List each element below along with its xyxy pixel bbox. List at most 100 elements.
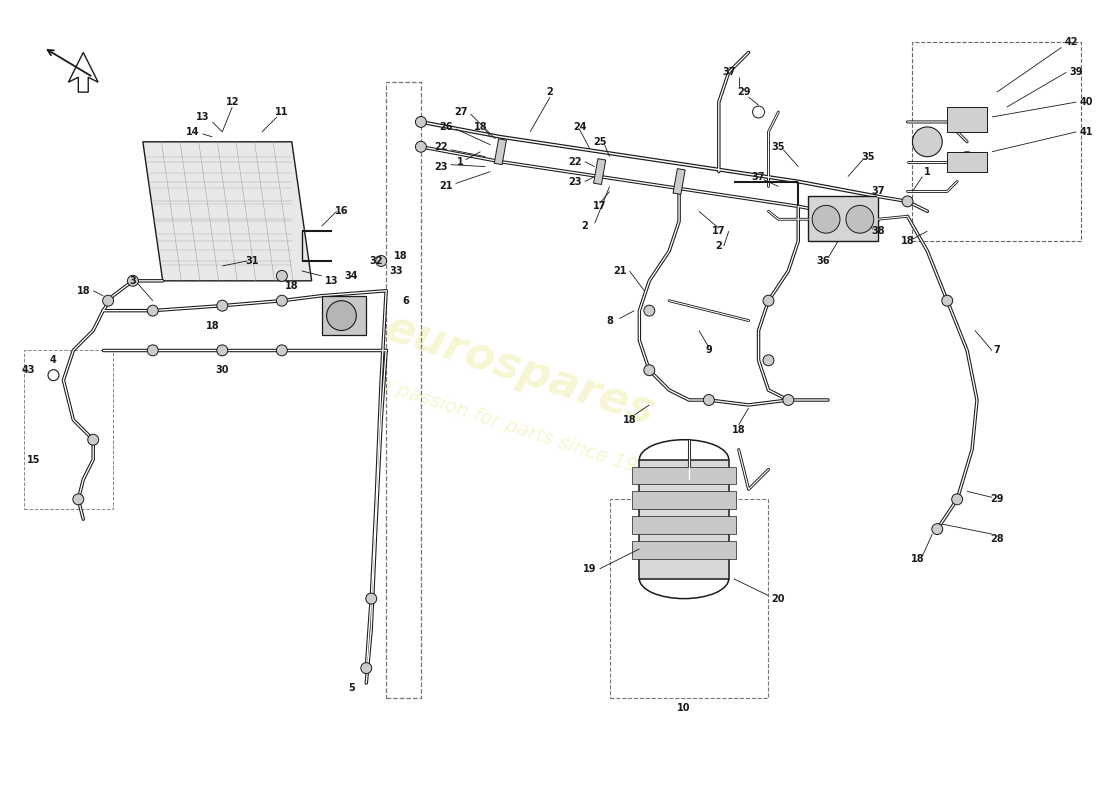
Text: 1: 1 — [924, 166, 931, 177]
Text: 28: 28 — [990, 534, 1003, 544]
Text: 15: 15 — [26, 454, 41, 465]
Text: 35: 35 — [772, 142, 785, 152]
Text: 18: 18 — [732, 425, 746, 434]
Circle shape — [644, 305, 654, 316]
Bar — [639, 459, 728, 578]
Circle shape — [932, 524, 943, 534]
Text: 25: 25 — [593, 137, 606, 147]
Polygon shape — [143, 142, 311, 281]
Text: 4: 4 — [51, 355, 57, 366]
Circle shape — [376, 255, 386, 266]
Text: 19: 19 — [583, 564, 596, 574]
Text: 39: 39 — [1069, 67, 1084, 78]
Text: 10: 10 — [678, 703, 691, 713]
Circle shape — [366, 593, 376, 604]
Circle shape — [913, 127, 943, 157]
Text: 32: 32 — [370, 256, 383, 266]
Circle shape — [942, 295, 953, 306]
Text: 18: 18 — [394, 251, 408, 261]
Circle shape — [276, 270, 287, 282]
Text: a passion for parts since 1982: a passion for parts since 1982 — [377, 375, 663, 484]
Bar — [386, 82, 421, 698]
Circle shape — [147, 345, 158, 356]
Text: 18: 18 — [911, 554, 924, 564]
Circle shape — [276, 295, 287, 306]
Circle shape — [276, 345, 287, 356]
Text: 13: 13 — [196, 112, 209, 122]
Text: 34: 34 — [344, 271, 359, 281]
Text: 18: 18 — [285, 281, 298, 290]
Circle shape — [752, 106, 764, 118]
Text: 5: 5 — [348, 683, 355, 693]
Text: 18: 18 — [901, 236, 914, 246]
Text: 43: 43 — [22, 366, 35, 375]
Circle shape — [128, 275, 139, 286]
Circle shape — [327, 301, 356, 330]
Text: 33: 33 — [389, 266, 403, 276]
Text: 37: 37 — [751, 171, 766, 182]
Bar — [913, 42, 1081, 241]
Text: 7: 7 — [993, 346, 1000, 355]
Text: eurospares: eurospares — [379, 306, 661, 434]
Circle shape — [957, 152, 977, 171]
Bar — [632, 491, 736, 510]
Text: 21: 21 — [439, 182, 452, 191]
Text: 2: 2 — [547, 87, 553, 97]
Text: 37: 37 — [871, 186, 884, 197]
Text: 11: 11 — [275, 107, 288, 117]
Text: 13: 13 — [324, 276, 339, 286]
Text: 26: 26 — [439, 122, 452, 132]
Text: 22: 22 — [434, 142, 448, 152]
Text: 2: 2 — [582, 222, 588, 231]
Circle shape — [957, 112, 977, 132]
Text: 17: 17 — [712, 226, 726, 236]
Circle shape — [73, 494, 84, 505]
Circle shape — [763, 295, 774, 306]
Text: 12: 12 — [226, 97, 239, 107]
Text: 14: 14 — [186, 127, 199, 137]
Text: 3: 3 — [130, 276, 136, 286]
Text: 21: 21 — [613, 266, 626, 276]
Bar — [632, 541, 736, 559]
Polygon shape — [494, 139, 506, 165]
Circle shape — [902, 196, 913, 207]
Text: 20: 20 — [772, 594, 785, 604]
Text: 41: 41 — [1079, 127, 1093, 137]
Circle shape — [644, 365, 654, 376]
Circle shape — [952, 494, 962, 505]
Bar — [609, 499, 769, 698]
Circle shape — [812, 206, 840, 233]
Circle shape — [102, 295, 113, 306]
Text: 18: 18 — [77, 286, 90, 296]
Bar — [632, 516, 736, 534]
Circle shape — [703, 394, 714, 406]
Text: 42: 42 — [1065, 38, 1078, 47]
Bar — [947, 152, 987, 171]
Text: 37: 37 — [722, 67, 736, 78]
Text: 35: 35 — [861, 152, 875, 162]
Polygon shape — [68, 53, 98, 92]
Text: 9: 9 — [705, 346, 713, 355]
Circle shape — [846, 206, 873, 233]
Bar — [808, 197, 878, 241]
Bar — [24, 350, 113, 510]
Text: 1: 1 — [458, 157, 464, 166]
Text: 38: 38 — [871, 226, 884, 236]
Circle shape — [416, 142, 427, 152]
Text: 40: 40 — [1079, 97, 1093, 107]
Text: 17: 17 — [593, 202, 606, 211]
Text: 18: 18 — [474, 122, 487, 132]
Circle shape — [763, 355, 774, 366]
Circle shape — [217, 345, 228, 356]
Text: 2: 2 — [715, 241, 723, 251]
Circle shape — [147, 305, 158, 316]
Text: 27: 27 — [454, 107, 467, 117]
Text: 18: 18 — [206, 321, 219, 330]
Text: 22: 22 — [568, 157, 582, 166]
Text: 23: 23 — [568, 177, 582, 186]
Polygon shape — [594, 158, 606, 185]
Text: 29: 29 — [990, 494, 1003, 504]
Text: 23: 23 — [434, 162, 448, 172]
Bar — [321, 296, 366, 335]
Text: 36: 36 — [816, 256, 829, 266]
